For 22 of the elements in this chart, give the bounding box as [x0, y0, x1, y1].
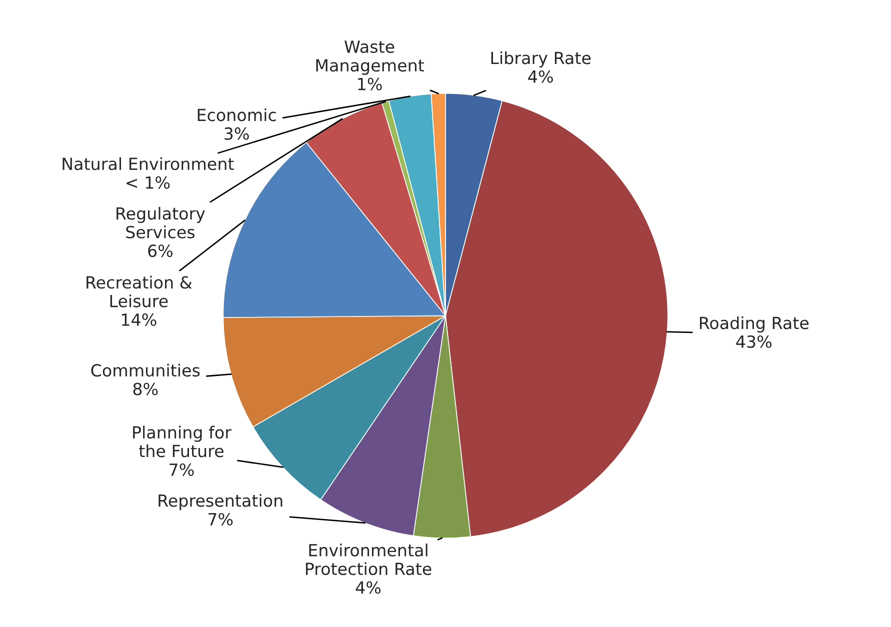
data-label: 6%	[148, 244, 173, 258]
slice-label: Regulatory Services	[116, 206, 205, 238]
data-label: 1%	[358, 78, 382, 90]
slice-label: Roading Rate	[700, 316, 809, 332]
data-label: 43%	[736, 335, 772, 348]
slice-label: Environmental Protection Rate	[306, 544, 432, 576]
data-label: 4%	[528, 70, 553, 83]
data-label: < 1%	[126, 176, 170, 189]
slice-label: Representation	[158, 494, 282, 510]
data-label: 8%	[133, 382, 158, 396]
slice-label: Waste Management	[316, 40, 424, 75]
slice-label: Natural Environment	[62, 157, 234, 170]
data-label: 3%	[224, 127, 249, 140]
slice-label: Library Rate	[491, 51, 591, 68]
slice-label: Planning for the Future	[133, 426, 232, 458]
data-label: 4%	[356, 581, 381, 594]
slice-label: Communities	[91, 364, 200, 377]
data-label: 7%	[170, 463, 194, 476]
data-label: 14%	[122, 313, 156, 326]
slice-label: Economic	[198, 108, 276, 122]
slice-label: Recreation & Leisure	[86, 276, 192, 308]
data-label: 7%	[208, 512, 233, 526]
